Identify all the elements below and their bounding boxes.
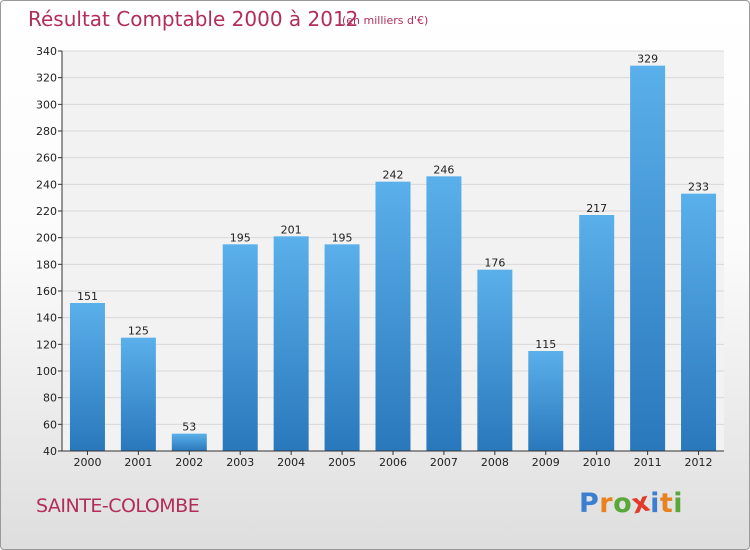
bar-2000 — [69, 303, 105, 451]
x-tick-label-2003: 2003 — [226, 456, 254, 469]
x-tick-label-2007: 2007 — [430, 456, 458, 469]
data-label-2007: 246 — [433, 163, 454, 176]
data-label-2005: 195 — [332, 231, 353, 244]
data-label-2003: 195 — [230, 231, 251, 244]
y-tick-label: 280 — [36, 125, 57, 138]
data-label-2012: 233 — [688, 181, 709, 194]
y-tick-label: 100 — [36, 365, 57, 378]
y-tick-label: 260 — [36, 152, 57, 165]
data-label-2006: 242 — [383, 169, 404, 182]
y-tick-label: 80 — [43, 392, 57, 405]
x-tick-label-2006: 2006 — [379, 456, 407, 469]
proxiti-logo: Proxiti — [579, 486, 684, 521]
bar-2003 — [222, 244, 258, 451]
data-label-2009: 115 — [535, 338, 556, 351]
y-tick-label: 140 — [36, 312, 57, 325]
bar-2012 — [681, 193, 717, 451]
data-label-2000: 151 — [77, 290, 98, 303]
bar-2007 — [426, 176, 462, 452]
y-tick-label: 160 — [36, 285, 57, 298]
x-tick-label-2012: 2012 — [685, 456, 713, 469]
bar-2006 — [375, 181, 411, 451]
x-tick-label-2004: 2004 — [277, 456, 305, 469]
x-tick-label-2008: 2008 — [481, 456, 509, 469]
y-tick-label: 180 — [36, 258, 57, 271]
x-tick-label-2005: 2005 — [328, 456, 356, 469]
y-tick-label: 340 — [36, 45, 57, 58]
y-tick-label: 220 — [36, 205, 57, 218]
location-name: SAINTE-COLOMBE — [36, 495, 200, 517]
chart-subtitle: (en milliers d'€) — [342, 14, 429, 27]
x-tick-label-2011: 2011 — [634, 456, 662, 469]
y-tick-label: 60 — [43, 418, 57, 431]
y-tick-label: 240 — [36, 178, 57, 191]
data-label-2011: 329 — [637, 53, 658, 66]
data-label-2002: 53 — [182, 421, 196, 434]
data-label-2001: 125 — [128, 325, 149, 338]
x-tick-label-2009: 2009 — [532, 456, 560, 469]
bar-2005 — [324, 244, 360, 451]
y-tick-label: 300 — [36, 98, 57, 111]
y-tick-label: 40 — [43, 445, 57, 458]
bar-2009 — [528, 351, 564, 451]
y-tick-label: 120 — [36, 338, 57, 351]
bar-2008 — [477, 269, 513, 451]
data-label-2004: 201 — [281, 223, 302, 236]
bar-2004 — [273, 236, 309, 451]
data-label-2010: 217 — [586, 202, 607, 215]
y-tick-label: 200 — [36, 232, 57, 245]
bar-2011 — [630, 65, 666, 452]
bar-2010 — [579, 215, 615, 451]
bar-2002 — [171, 433, 207, 451]
x-tick-label-2000: 2000 — [73, 456, 101, 469]
x-tick-label-2002: 2002 — [175, 456, 203, 469]
x-tick-label-2010: 2010 — [583, 456, 611, 469]
data-label-2008: 176 — [484, 257, 505, 270]
x-tick-label-2001: 2001 — [124, 456, 152, 469]
chart-title: Résultat Comptable 2000 à 2012 — [28, 7, 359, 31]
y-tick-label: 320 — [36, 72, 57, 85]
bar-2001 — [120, 337, 156, 451]
